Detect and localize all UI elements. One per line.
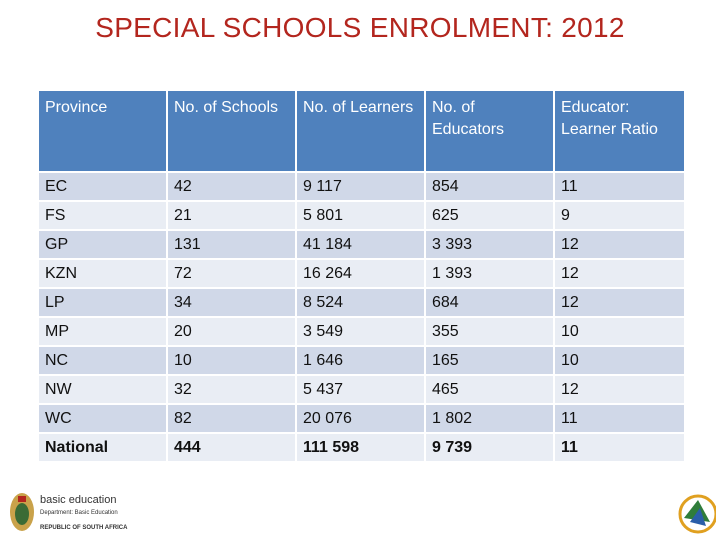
table-cell: 465 bbox=[424, 374, 555, 405]
table-cell: 444 bbox=[166, 432, 297, 463]
table-cell: 11 bbox=[553, 171, 686, 202]
table-cell: 1 646 bbox=[295, 345, 426, 376]
table-cell: 16 264 bbox=[295, 258, 426, 289]
table-cell: NC bbox=[37, 345, 168, 376]
enrolment-table: Province No. of Schools No. of Learners No.… bbox=[37, 89, 686, 463]
table-cell: 355 bbox=[424, 316, 555, 347]
table-cell: MP bbox=[37, 316, 168, 347]
table-cell: 11 bbox=[553, 403, 686, 434]
table-cell: 12 bbox=[553, 287, 686, 318]
table-cell: 9 739 bbox=[424, 432, 555, 463]
table-cell: 111 598 bbox=[295, 432, 426, 463]
table-cell: 10 bbox=[553, 345, 686, 376]
anniversary-logo bbox=[678, 494, 716, 534]
table-cell: 41 184 bbox=[295, 229, 426, 260]
coat-of-arms bbox=[10, 493, 34, 531]
table-cell: 11 bbox=[553, 432, 686, 463]
table-cell: 3 549 bbox=[295, 316, 426, 347]
table-cell: 5 437 bbox=[295, 374, 426, 405]
table-cell: 165 bbox=[424, 345, 555, 376]
table-cell: FS bbox=[37, 200, 168, 231]
table-cell: National bbox=[37, 432, 168, 463]
header-row: Province No. of Schools No. of Learners No.… bbox=[37, 89, 686, 173]
table-cell: WC bbox=[37, 403, 168, 434]
column-header: No. of Schools bbox=[166, 89, 297, 173]
table-cell: GP bbox=[37, 229, 168, 260]
table-cell: 82 bbox=[166, 403, 297, 434]
table-cell: 72 bbox=[166, 258, 297, 289]
table-cell: 1 802 bbox=[424, 403, 555, 434]
table-row: GP 131 41 184 3 393 12 bbox=[37, 229, 686, 260]
table-cell: 3 393 bbox=[424, 229, 555, 260]
table-cell: 10 bbox=[553, 316, 686, 347]
table-cell: 34 bbox=[166, 287, 297, 318]
slide-title: SPECIAL SCHOOLS ENROLMENT: 2012 bbox=[95, 12, 625, 43]
table-cell: 625 bbox=[424, 200, 555, 231]
column-header: No. of Learners bbox=[295, 89, 426, 173]
table-cell: 21 bbox=[166, 200, 297, 231]
table-cell: KZN bbox=[37, 258, 168, 289]
table-cell: 5 801 bbox=[295, 200, 426, 231]
column-header: Province bbox=[37, 89, 168, 173]
footer-logo: basic education Department: Basic Educat… bbox=[8, 490, 148, 536]
table-cell: 854 bbox=[424, 171, 555, 202]
table-cell: 131 bbox=[166, 229, 297, 260]
table-cell: 20 bbox=[166, 316, 297, 347]
table-cell: 9 bbox=[553, 200, 686, 231]
table-cell: NW bbox=[37, 374, 168, 405]
table-row: FS 21 5 801 625 9 bbox=[37, 200, 686, 231]
table-cell: 32 bbox=[166, 374, 297, 405]
table-row: MP 20 3 549 355 10 bbox=[37, 316, 686, 347]
table-cell: LP bbox=[37, 287, 168, 318]
column-header: Educator: Learner Ratio bbox=[553, 89, 686, 173]
table-cell: 42 bbox=[166, 171, 297, 202]
table-row: KZN 72 16 264 1 393 12 bbox=[37, 258, 686, 289]
table-body: EC 42 9 117 854 11 FS 21 5 801 625 9 GP 131 41 184 3 … bbox=[37, 171, 686, 463]
table-row: National 444 111 598 9 739 11 bbox=[37, 432, 686, 463]
org-name: basic education bbox=[40, 494, 117, 506]
table-cell: 9 117 bbox=[295, 171, 426, 202]
table-row: NW 32 5 437 465 12 bbox=[37, 374, 686, 405]
table-cell: 10 bbox=[166, 345, 297, 376]
table-cell: 12 bbox=[553, 229, 686, 260]
table-cell: EC bbox=[37, 171, 168, 202]
table-cell: 1 393 bbox=[424, 258, 555, 289]
table-cell: 684 bbox=[424, 287, 555, 318]
column-header: No. of Educators bbox=[424, 89, 555, 173]
table-cell: 12 bbox=[553, 374, 686, 405]
table-cell: 20 076 bbox=[295, 403, 426, 434]
table-row: EC 42 9 117 854 11 bbox=[37, 171, 686, 202]
table-row: WC 82 20 076 1 802 11 bbox=[37, 403, 686, 434]
country: REPUBLIC OF SOUTH AFRICA bbox=[40, 525, 128, 531]
department: Department: Basic Education bbox=[40, 510, 118, 516]
table-row: NC 10 1 646 165 10 bbox=[37, 345, 686, 376]
table-cell: 12 bbox=[553, 258, 686, 289]
table-row: LP 34 8 524 684 12 bbox=[37, 287, 686, 318]
table-cell: 8 524 bbox=[295, 287, 426, 318]
